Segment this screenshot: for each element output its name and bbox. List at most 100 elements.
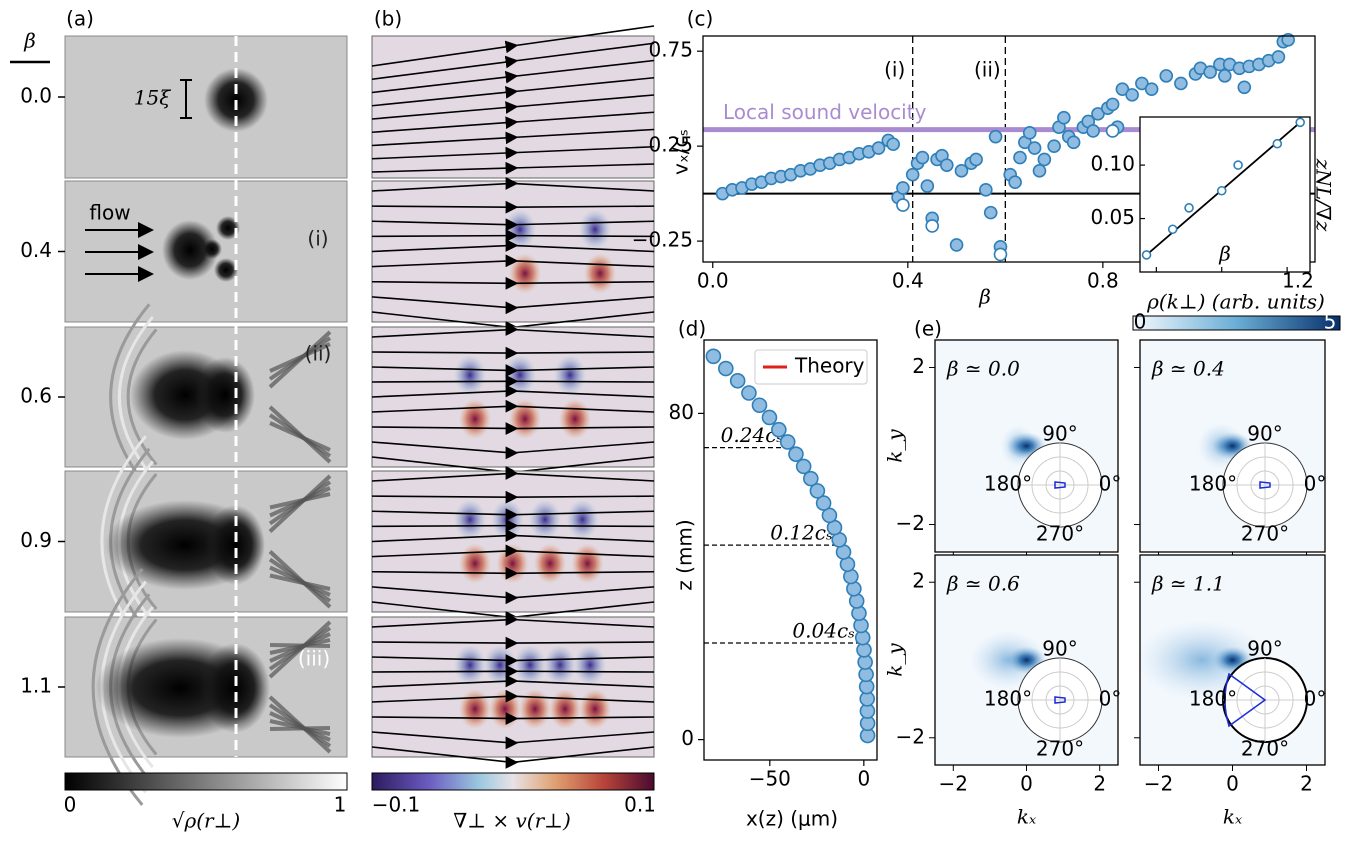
streamline — [371, 177, 655, 192]
row-tag: (iii) — [298, 647, 330, 671]
row-header: β — [23, 29, 36, 53]
reference-label: (i) — [884, 58, 905, 82]
polar-label: 90° — [1247, 422, 1282, 446]
streamline — [371, 529, 655, 543]
marker — [705, 348, 722, 365]
colorbar-label: √ρ(r⊥) — [172, 809, 240, 833]
marker — [1027, 141, 1042, 155]
colorbar-tick: 1 — [334, 793, 347, 817]
vortex — [529, 499, 561, 540]
streamline — [371, 42, 655, 81]
row-label: 1.1 — [20, 674, 52, 698]
flow-label: flow — [89, 201, 130, 225]
density-blob — [162, 220, 218, 280]
marker — [1086, 124, 1100, 138]
x-tick-label: 2 — [1300, 772, 1313, 796]
streamline — [371, 566, 655, 580]
streamline — [371, 689, 655, 703]
marker — [920, 179, 935, 193]
fringe — [269, 643, 331, 731]
panel-label: (b) — [374, 7, 402, 31]
streamline — [371, 218, 655, 232]
x-tick-label: −2 — [1144, 772, 1173, 796]
marker — [1032, 164, 1047, 178]
vortex — [579, 689, 611, 729]
panel-b: (b) −0.1 0.1 ∇⊥ × v(r⊥) — [371, 7, 656, 833]
streamline — [371, 712, 655, 725]
marker — [940, 158, 954, 172]
streamline — [371, 586, 655, 605]
streamline — [371, 374, 655, 388]
streamline — [371, 111, 655, 134]
vortex — [509, 399, 541, 439]
vortex — [519, 689, 551, 729]
y-axis-label: k_y — [883, 429, 907, 463]
streamline — [371, 59, 655, 94]
marker — [1184, 203, 1194, 213]
marker — [1216, 185, 1227, 196]
fringe — [269, 492, 331, 591]
vortex — [459, 399, 491, 439]
polar-label: 90° — [1042, 422, 1077, 446]
vortex — [509, 253, 541, 294]
marker — [871, 141, 886, 155]
scale-bar — [180, 79, 192, 119]
x-tick-label: −2 — [939, 772, 968, 796]
x-axis-label: β — [978, 285, 991, 309]
x-tick-label: −50 — [749, 767, 791, 791]
reference-label: Local sound velocity — [723, 100, 927, 124]
subplot-title: β ≃ 0.4 — [1151, 357, 1225, 381]
marker — [741, 385, 757, 401]
polar-label: 0° — [1304, 687, 1327, 711]
streamline — [371, 229, 655, 243]
streamline — [371, 384, 655, 398]
vortex — [514, 645, 546, 685]
marker — [1295, 117, 1305, 128]
subplot-title: β ≃ 1.1 — [1151, 572, 1225, 596]
x-tick-label: 0 — [1020, 772, 1033, 796]
vortex — [504, 209, 536, 250]
vortex — [559, 399, 591, 439]
streamline — [371, 731, 655, 750]
vortex — [459, 689, 491, 729]
x-tick-label: 0.0 — [697, 269, 729, 293]
density-blob — [216, 216, 240, 240]
marker — [821, 507, 838, 524]
colorbar-tick: 0 — [64, 793, 77, 817]
row-tag: (ii) — [305, 342, 332, 366]
axes-frame — [703, 339, 878, 761]
polar-label: 180° — [984, 687, 1032, 711]
streamline — [371, 422, 655, 435]
x-tick-label: 0 — [1226, 772, 1239, 796]
marker — [1141, 250, 1152, 260]
fringe — [109, 303, 151, 491]
vortex — [584, 253, 616, 294]
subplot-title: β ≃ 0.6 — [946, 572, 1020, 596]
y-tick-label: 2 — [912, 569, 925, 593]
scale-label: 15ξ — [134, 86, 171, 110]
x-tick-label: 0 — [857, 767, 870, 791]
marker — [1233, 160, 1243, 170]
subplot-title: β ≃ 0.0 — [946, 357, 1020, 381]
marker — [1066, 135, 1081, 150]
streamline — [371, 239, 655, 253]
y-tick-label: 0.75 — [648, 38, 693, 62]
x-axis-label: x(z) (μm) — [746, 807, 838, 831]
polar-grid — [1223, 443, 1307, 527]
polar-distribution — [1054, 481, 1066, 489]
marker — [1135, 76, 1149, 91]
marker — [815, 495, 832, 511]
marker — [1022, 126, 1037, 140]
streamline — [371, 346, 655, 360]
polar-label: 90° — [1247, 637, 1282, 661]
colorbar-tick: −0.1 — [372, 793, 421, 817]
polar-label: 270° — [1241, 737, 1289, 761]
legend-box — [754, 349, 868, 385]
vortex — [544, 645, 576, 685]
y-axis-label: z (mm) — [673, 519, 697, 590]
marker — [1167, 224, 1178, 235]
streamline — [371, 161, 655, 175]
marker — [788, 446, 804, 462]
